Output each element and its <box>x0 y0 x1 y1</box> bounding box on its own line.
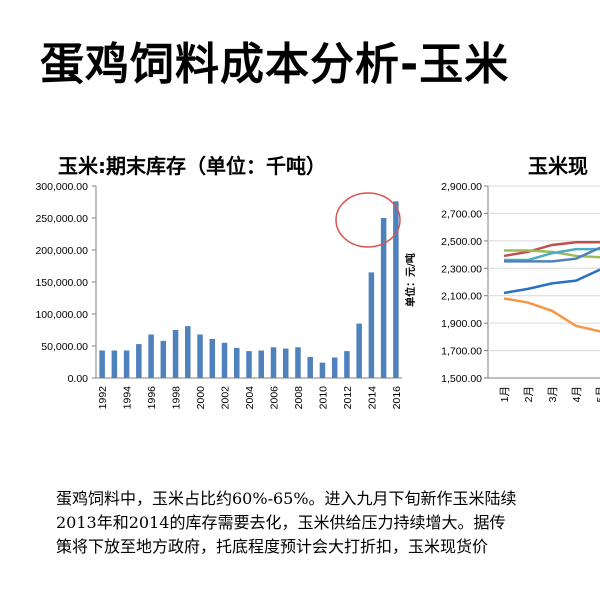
bar-2006 <box>270 347 277 378</box>
x-tick-label: 2014 <box>366 386 378 410</box>
y-tick-label: 2,300.00 <box>441 263 482 275</box>
bar-2013 <box>356 323 362 378</box>
x-tick-label: 1月 <box>499 386 511 402</box>
y-tick-label: 1,900.00 <box>441 318 482 330</box>
inventory-bar-chart: 300,000.00 250,000.00 200,000.00 150,000.00… <box>35 181 403 410</box>
x-tick-label: 1998 <box>171 386 183 410</box>
analysis-paragraph: 蛋鸡饲料中，玉米占比约60%-65%。进入九月下旬新作玉米陆续 2013年和20… <box>56 487 600 567</box>
y-tick-label: 2,700.00 <box>441 208 482 220</box>
paragraph-line: 策将下放至地方政府，托底程度预计会大打折扣，玉米现货价 <box>56 537 489 556</box>
x-tick-label: 3月 <box>547 386 559 402</box>
y-tick-label: 300,000.00 <box>35 181 88 193</box>
bar-1996 <box>148 334 154 378</box>
y-tick-label: 100,000.00 <box>35 309 88 321</box>
bar-2001 <box>209 338 216 378</box>
bar-2015 <box>380 218 387 378</box>
price-line-chart: 2,900.00 2,700.00 2,500.00 2,300.00 2,100.00… <box>404 181 600 402</box>
price-chart-title: 玉米现 <box>528 154 588 178</box>
bar-2002 <box>221 342 228 378</box>
x-tick-label: 1992 <box>97 386 109 410</box>
y-tick-label: 2,100.00 <box>441 291 482 303</box>
price-series-line-3 <box>504 247 600 262</box>
bar-2003 <box>234 347 240 378</box>
bar-2010 <box>319 362 326 378</box>
x-tick-label: 2010 <box>317 386 329 410</box>
price-series-line-1 <box>503 240 600 258</box>
y-tick-label: 250,000.00 <box>35 213 88 225</box>
bar-2007 <box>282 348 289 378</box>
bar-2014 <box>368 272 375 378</box>
y-tick-label: 150,000.00 <box>35 277 88 289</box>
price-series-line-4 <box>504 246 600 263</box>
bar-2009 <box>307 356 313 378</box>
bar-1994 <box>123 350 130 378</box>
bar-1998 <box>172 330 179 378</box>
highlight-circle <box>335 192 401 248</box>
bar-2004 <box>246 351 252 378</box>
price-y-axis-label: 单位：元/吨 <box>404 253 417 307</box>
y-tick-label: 2,500.00 <box>441 236 482 248</box>
x-tick-label: 2016 <box>391 386 403 410</box>
x-tick-label: 2月 <box>523 386 535 402</box>
y-tick-label: 1,700.00 <box>441 346 482 358</box>
x-tick-label: 2002 <box>220 386 232 410</box>
bar-1995 <box>136 344 142 378</box>
bar-2012 <box>344 351 350 378</box>
y-tick-label: 50,000.00 <box>41 341 88 353</box>
x-tick-label: 2000 <box>195 386 207 410</box>
x-tick-label: 2008 <box>293 386 305 410</box>
x-tick-label: 1996 <box>146 386 158 410</box>
y-tick-label: 200,000.00 <box>35 245 88 257</box>
x-tick-label: 2006 <box>268 386 280 410</box>
slide-title: 蛋鸡饲料成本分析-玉米 <box>40 39 510 90</box>
bar-1997 <box>160 340 167 378</box>
paragraph-line: 2013年和2014的库存需要去化，玉米供给压力持续增大。据传 <box>56 513 506 532</box>
y-tick-label: 1,500.00 <box>441 373 482 385</box>
price-series-line-6 <box>503 297 600 333</box>
bar-2000 <box>197 334 203 378</box>
x-tick-label: 2004 <box>244 386 256 410</box>
bar-2005 <box>258 350 264 378</box>
bar-2011 <box>331 357 338 378</box>
inventory-chart-title: 玉米:期末库存（单位：千吨） <box>58 154 326 178</box>
paragraph-line: 蛋鸡饲料中，玉米占比约60%-65%。进入九月下旬新作玉米陆续 <box>56 489 517 508</box>
bar-1992 <box>99 350 105 378</box>
x-tick-label: 1994 <box>122 386 134 410</box>
y-tick-label: 0.00 <box>68 373 89 385</box>
bar-1993 <box>111 350 118 378</box>
y-tick-label: 2,900.00 <box>441 181 482 193</box>
x-tick-label: 2012 <box>342 386 354 410</box>
bar-2008 <box>295 347 301 378</box>
x-tick-label: 4月 <box>571 386 583 402</box>
price-series-line-5 <box>503 268 600 295</box>
bar-2016 <box>393 201 399 378</box>
bar-1999 <box>185 326 191 378</box>
x-tick-label: 5月 <box>595 386 600 402</box>
